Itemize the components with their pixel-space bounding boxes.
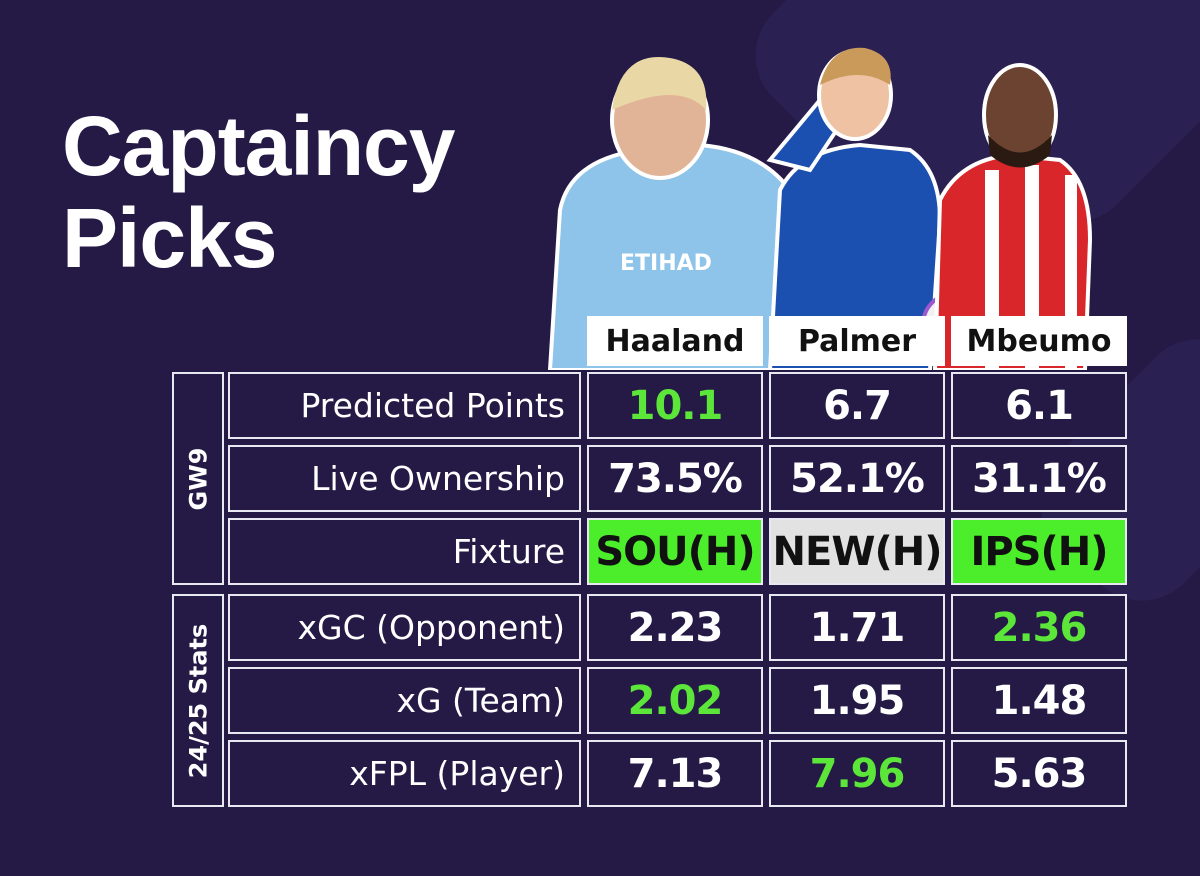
row-label: xG (Team): [228, 667, 581, 734]
stat-cell: 1.71: [769, 594, 945, 661]
player-photos: ETIHAD: [547, 47, 1093, 370]
stat-cell: IPS(H): [951, 518, 1127, 585]
row-label: Live Ownership: [228, 445, 581, 512]
stat-cell: 31.1%: [951, 445, 1127, 512]
shirt-logo: ETIHAD: [620, 251, 712, 276]
stat-cell: 6.1: [951, 372, 1127, 439]
stat-cell: SOU(H): [587, 518, 763, 585]
group-label: GW9: [172, 372, 224, 585]
stat-cell: 7.96: [769, 740, 945, 807]
row-label: Fixture: [228, 518, 581, 585]
group-label: 24/25 Stats: [172, 594, 224, 807]
stat-cell: 7.13: [587, 740, 763, 807]
group-label-text: 24/25 Stats: [184, 623, 213, 778]
stat-cell: 2.23: [587, 594, 763, 661]
row-label: xGC (Opponent): [228, 594, 581, 661]
stat-cell: 6.7: [769, 372, 945, 439]
player-header: Haaland: [587, 316, 763, 366]
title: Captaincy Picks: [62, 99, 455, 285]
stat-cell: 1.48: [951, 667, 1127, 734]
row-label: xFPL (Player): [228, 740, 581, 807]
stat-cell: 2.02: [587, 667, 763, 734]
stat-cell: 73.5%: [587, 445, 763, 512]
player-header: Palmer: [769, 316, 945, 366]
group-label-text: GW9: [184, 447, 212, 510]
stat-cell: 2.36: [951, 594, 1127, 661]
stat-cell: 1.95: [769, 667, 945, 734]
stat-cell: 52.1%: [769, 445, 945, 512]
player-haaland: ETIHAD: [547, 57, 833, 370]
stat-cell: 5.63: [951, 740, 1127, 807]
player-header: Mbeumo: [951, 316, 1127, 366]
row-label: Predicted Points: [228, 372, 581, 439]
stat-cell: 10.1: [587, 372, 763, 439]
stat-cell: NEW(H): [769, 518, 945, 585]
